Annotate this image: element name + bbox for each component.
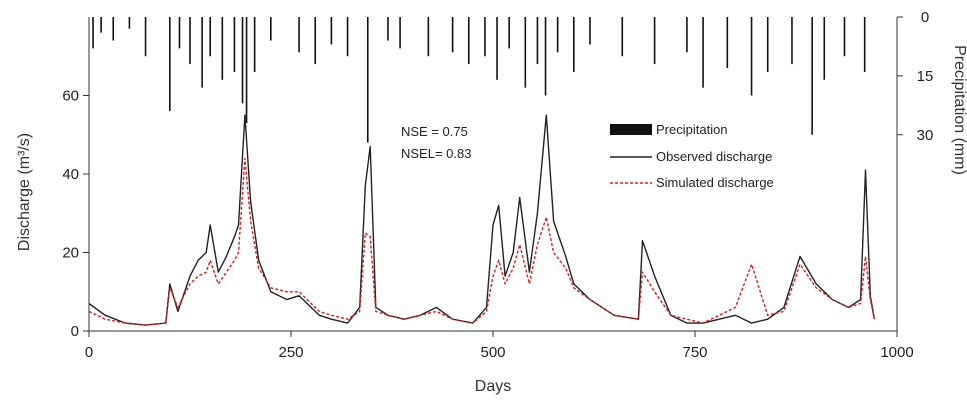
y2-tick-label: 30 bbox=[917, 127, 934, 144]
precipitation-bars bbox=[92, 17, 866, 143]
y-tick-label: 60 bbox=[62, 88, 79, 105]
x-axis-title: Days bbox=[475, 378, 511, 395]
x-tick-label: 750 bbox=[682, 344, 707, 361]
x-tick-label: 1000 bbox=[880, 344, 913, 361]
y-axis-ticks: 0 20 40 60 bbox=[62, 88, 89, 340]
legend-simulated-label: Simulated discharge bbox=[656, 175, 774, 190]
nsel-annotation: NSEL= 0.83 bbox=[401, 146, 471, 161]
legend-observed-label: Observed discharge bbox=[656, 149, 772, 164]
y-tick-label: 20 bbox=[62, 245, 79, 262]
legend-precipitation-label: Precipitation bbox=[656, 122, 728, 137]
nse-annotation: NSE = 0.75 bbox=[401, 124, 468, 139]
x-axis-ticks: 0 250 500 750 1000 bbox=[85, 331, 914, 361]
legend-precipitation-swatch bbox=[610, 124, 652, 135]
x-tick-label: 500 bbox=[480, 344, 505, 361]
y-tick-label: 40 bbox=[62, 166, 79, 183]
y-tick-label: 0 bbox=[71, 323, 79, 340]
observed-discharge-line bbox=[88, 114, 876, 326]
y-axis-title: Discharge (m³/s) bbox=[16, 133, 33, 251]
y2-axis-title: Precipitation (mm) bbox=[951, 45, 967, 175]
x-tick-label: 250 bbox=[278, 344, 303, 361]
simulated-discharge-line bbox=[88, 157, 876, 326]
legend: Precipitation Observed discharge Simulat… bbox=[610, 122, 774, 190]
y2-tick-label: 0 bbox=[921, 9, 929, 26]
x-tick-label: 0 bbox=[85, 344, 93, 361]
y2-axis-ticks: 0 15 30 bbox=[897, 9, 933, 144]
y2-tick-label: 15 bbox=[917, 68, 934, 85]
